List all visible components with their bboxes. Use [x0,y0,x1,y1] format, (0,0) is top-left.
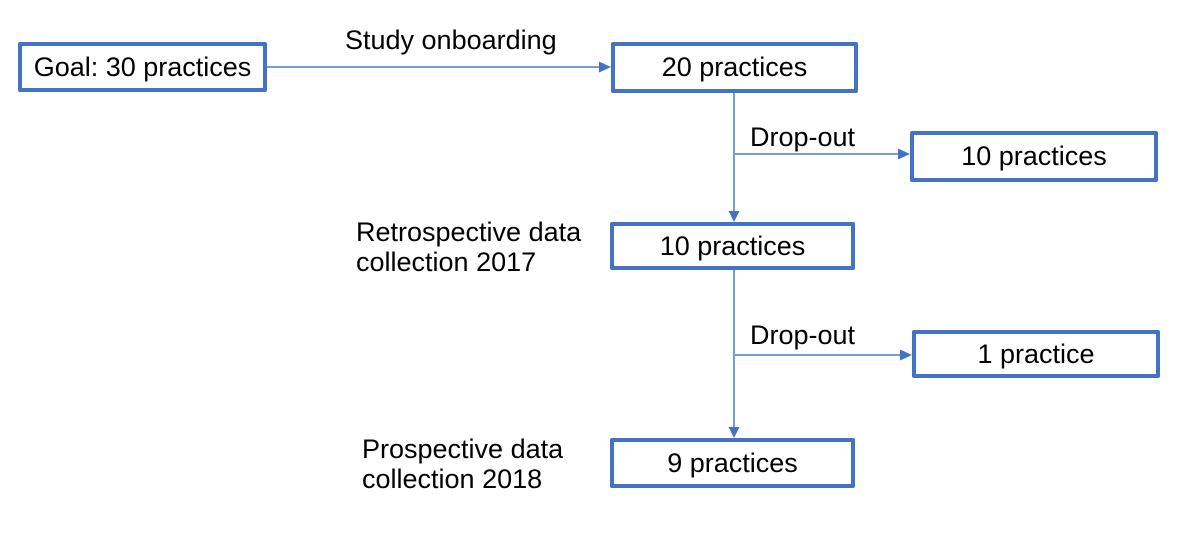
edge-label-text: Drop-out [750,320,856,350]
node-label: 1 practice [977,338,1095,369]
edge-label-text: Drop-out [750,122,856,152]
node-label: Goal: 30 practices [33,51,252,82]
node-onboarded: 20 practices [611,42,858,93]
edge-label-text: Study onboarding [345,25,557,55]
annotation-retrospective-data-collection: Retrospective data collection 2017 [356,217,581,277]
arrowhead-down-icon [728,211,740,222]
node-goal: Goal: 30 practices [18,42,267,92]
arrowhead-right-icon [900,349,912,361]
node-retrospective-cohort: 10 practices [610,222,855,270]
node-label: 20 practices [661,52,808,82]
arrowhead-right-icon [898,148,910,160]
annotation-line: collection 2018 [362,464,543,494]
node-label: 10 practices [659,230,806,261]
annotation-prospective-data-collection: Prospective data collection 2018 [362,434,563,494]
edge-label-dropout-1: Drop-out [750,121,855,153]
node-prospective-cohort: 9 practices [610,438,855,488]
node-dropout-after-retrospective: 1 practice [912,330,1160,378]
edge-label-dropout-2: Drop-out [750,319,855,351]
node-dropout-after-onboarding: 10 practices [910,131,1158,182]
edge-label-study-onboarding: Study onboarding [345,24,557,56]
annotation-line: Prospective data [362,434,564,464]
arrowhead-right-icon [599,61,611,73]
node-label: 10 practices [961,141,1107,171]
arrowhead-down-icon [728,427,740,438]
annotation-line: Retrospective data [356,217,582,247]
annotation-line: collection 2017 [356,247,537,277]
node-label: 9 practices [667,447,798,478]
